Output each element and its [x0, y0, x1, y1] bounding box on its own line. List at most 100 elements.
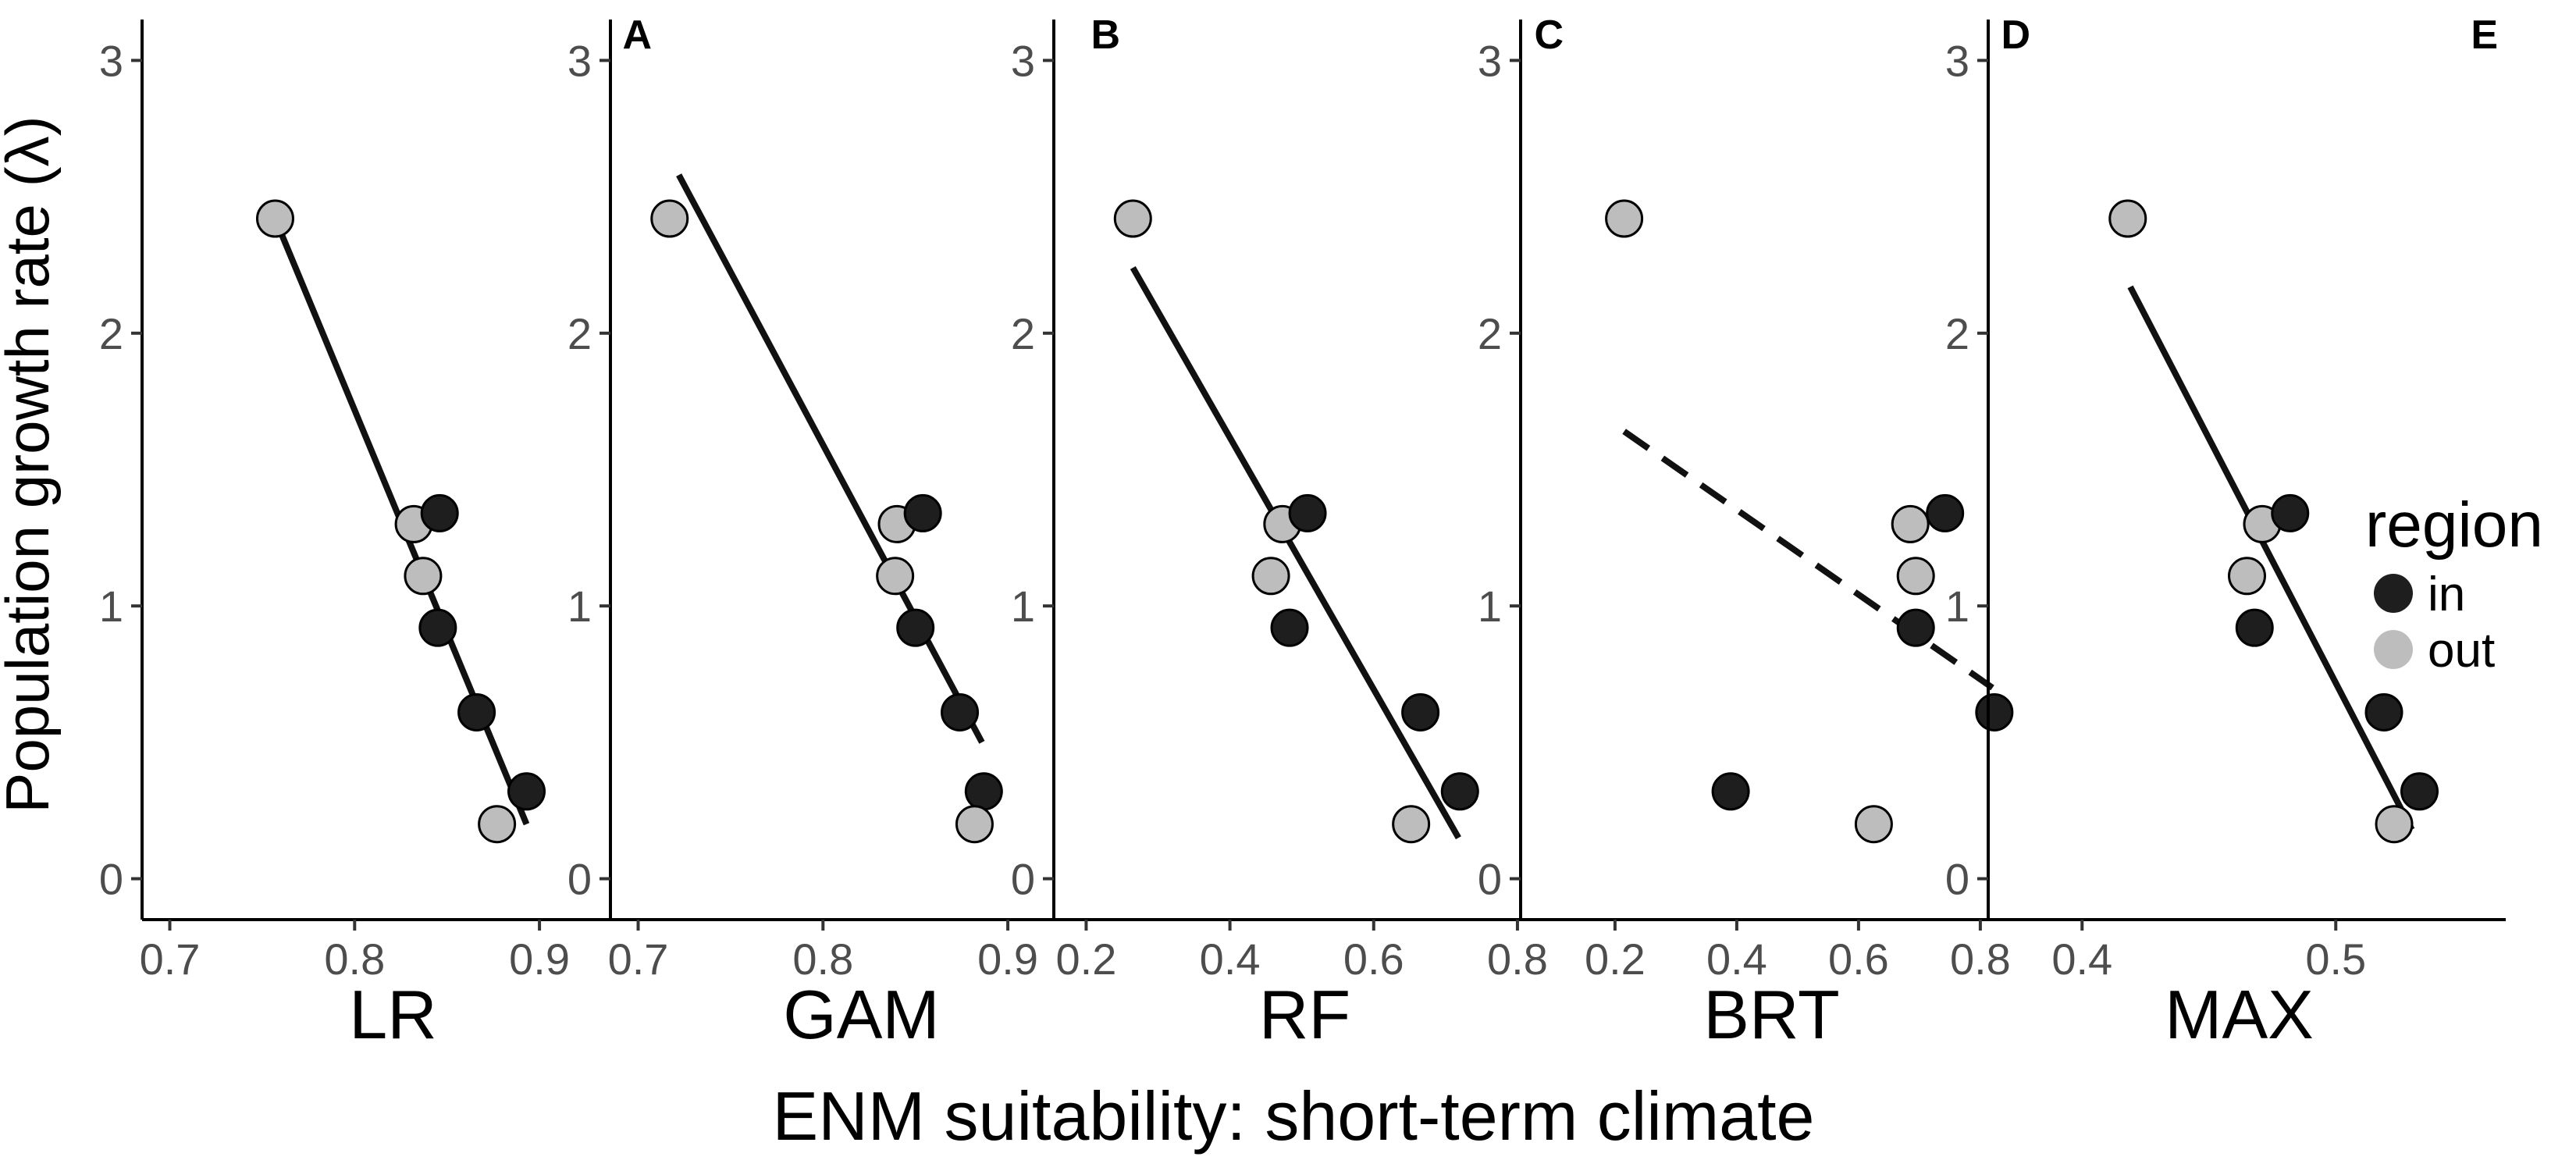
- data-point-in: [1975, 692, 2014, 731]
- x-tick-label: 0.6: [1828, 934, 1889, 984]
- y-tick-label: 1: [568, 582, 592, 631]
- panel-C: 0 1 2 3 0.2 0.4 0.6 0.8 C RF: [1011, 12, 1571, 1053]
- y-tick-label: 3: [1945, 36, 1969, 85]
- data-point-in: [1440, 772, 1479, 811]
- panel-xlabel: MAX: [2165, 976, 2314, 1053]
- data-point-in: [2364, 692, 2403, 731]
- panel-xlabel: BRT: [1703, 976, 1839, 1053]
- data-point-in: [1926, 493, 1965, 532]
- panel-E: 0 1 2 3 0.4 0.5 E MAX: [1945, 12, 2506, 1053]
- data-point-out: [255, 199, 294, 238]
- data-point-in: [941, 692, 980, 731]
- x-tick-label: 0.4: [1200, 934, 1261, 984]
- y-tick-label: 2: [568, 309, 592, 358]
- y-tick-label: 3: [568, 36, 592, 85]
- panel-letter: D: [2001, 12, 2030, 58]
- panel-xlabel: RF: [1259, 976, 1350, 1053]
- y-tick-label: 3: [1011, 36, 1035, 85]
- y-tick-label: 0: [1478, 855, 1502, 904]
- data-point-in: [420, 493, 459, 532]
- y-axis-title: Population growth rate (λ): [0, 116, 62, 813]
- legend: region in out: [2365, 489, 2543, 678]
- panel-xlabel: GAM: [783, 976, 939, 1053]
- x-tick-label: 0.4: [1706, 934, 1767, 984]
- data-point-out: [2228, 557, 2266, 596]
- y-tick-label: 0: [568, 855, 592, 904]
- y-tick-label: 1: [1478, 582, 1502, 631]
- legend-label-in: in: [2428, 568, 2465, 621]
- data-point-in: [2271, 493, 2310, 532]
- data-point-out: [1896, 557, 1935, 596]
- data-point-out: [876, 557, 915, 596]
- y-tick-label: 1: [1011, 582, 1035, 631]
- y-tick-label: 2: [1011, 309, 1035, 358]
- x-tick-label: 0.2: [1056, 934, 1117, 984]
- y-tick-label: 1: [99, 582, 123, 631]
- data-point-in: [507, 772, 546, 811]
- fit-line: [2127, 285, 2415, 831]
- data-point-out: [404, 557, 443, 596]
- x-tick-label: 0.9: [509, 934, 570, 984]
- y-tick-label: 0: [1011, 855, 1035, 904]
- legend-title: region: [2365, 489, 2543, 561]
- data-point-in: [1288, 493, 1327, 532]
- data-point-out: [1854, 805, 1893, 844]
- data-point-out: [2108, 199, 2147, 238]
- x-tick-label: 0.8: [1487, 934, 1548, 984]
- fit-line: [1622, 429, 1994, 691]
- data-point-out: [650, 199, 689, 238]
- data-point-out: [955, 805, 994, 844]
- data-point-in: [903, 493, 942, 532]
- data-point-out: [2375, 805, 2414, 844]
- panel-xlabel: LR: [349, 976, 437, 1053]
- y-tick-label: 2: [1945, 309, 1969, 358]
- data-point-out: [1392, 805, 1431, 844]
- x-tick-label: 0.7: [608, 934, 669, 984]
- panel-letter: A: [622, 12, 652, 58]
- y-tick-label: 3: [1478, 36, 1502, 85]
- x-tick-label: 0.4: [2051, 934, 2112, 984]
- data-point-out: [1891, 504, 1930, 543]
- panels: 0 1 2 3 0.7 0.8 0.9 A LR 0 1 2 3 0.7 0.8 0.9 B GAM 0 1 2 3 0.2…: [99, 12, 2506, 1053]
- fit-line: [1130, 265, 1461, 840]
- data-point-in: [1896, 608, 1935, 647]
- data-point-in: [457, 692, 496, 731]
- panel-A: 0 1 2 3 0.7 0.8 0.9 A LR: [99, 12, 660, 1053]
- data-point-in: [2400, 772, 2439, 811]
- y-tick-label: 1: [1945, 582, 1969, 631]
- y-tick-label: 2: [99, 309, 123, 358]
- data-point-out: [1251, 557, 1290, 596]
- x-tick-label: 0.7: [140, 934, 201, 984]
- panel-B: 0 1 2 3 0.7 0.8 0.9 B GAM: [568, 12, 1128, 1053]
- data-point-in: [1401, 692, 1440, 731]
- x-tick-label: 0.2: [1585, 934, 1646, 984]
- x-tick-label: 0.8: [792, 934, 853, 984]
- data-point-in: [896, 608, 935, 647]
- panel-D: 0 1 2 3 0.2 0.4 0.6 0.8 D BRT: [1478, 12, 2038, 1053]
- data-point-in: [1270, 608, 1309, 647]
- y-tick-label: 3: [99, 36, 123, 85]
- data-point-out: [1113, 199, 1152, 238]
- panel-letter: B: [1091, 12, 1120, 58]
- y-tick-label: 0: [1945, 855, 1969, 904]
- fit-line: [676, 173, 985, 744]
- panel-letter: E: [2471, 12, 2498, 58]
- legend-label-out: out: [2428, 624, 2495, 678]
- data-point-in: [418, 608, 457, 647]
- x-tick-label: 0.9: [977, 934, 1038, 984]
- data-point-in: [1711, 772, 1750, 811]
- y-tick-label: 0: [99, 855, 123, 904]
- y-tick-label: 2: [1478, 309, 1502, 358]
- data-point-out: [1605, 199, 1644, 238]
- data-point-in: [964, 772, 1003, 811]
- data-point-in: [2235, 608, 2274, 647]
- x-axis-title: ENM suitability: short-term climate: [773, 1077, 1815, 1155]
- data-point-out: [478, 805, 517, 844]
- x-tick-label: 0.5: [2305, 934, 2366, 984]
- legend-swatch-in: [2374, 574, 2413, 613]
- x-tick-label: 0.8: [324, 934, 385, 984]
- x-tick-label: 0.8: [1950, 934, 2011, 984]
- x-tick-label: 0.6: [1343, 934, 1404, 984]
- panel-letter: C: [1534, 12, 1564, 58]
